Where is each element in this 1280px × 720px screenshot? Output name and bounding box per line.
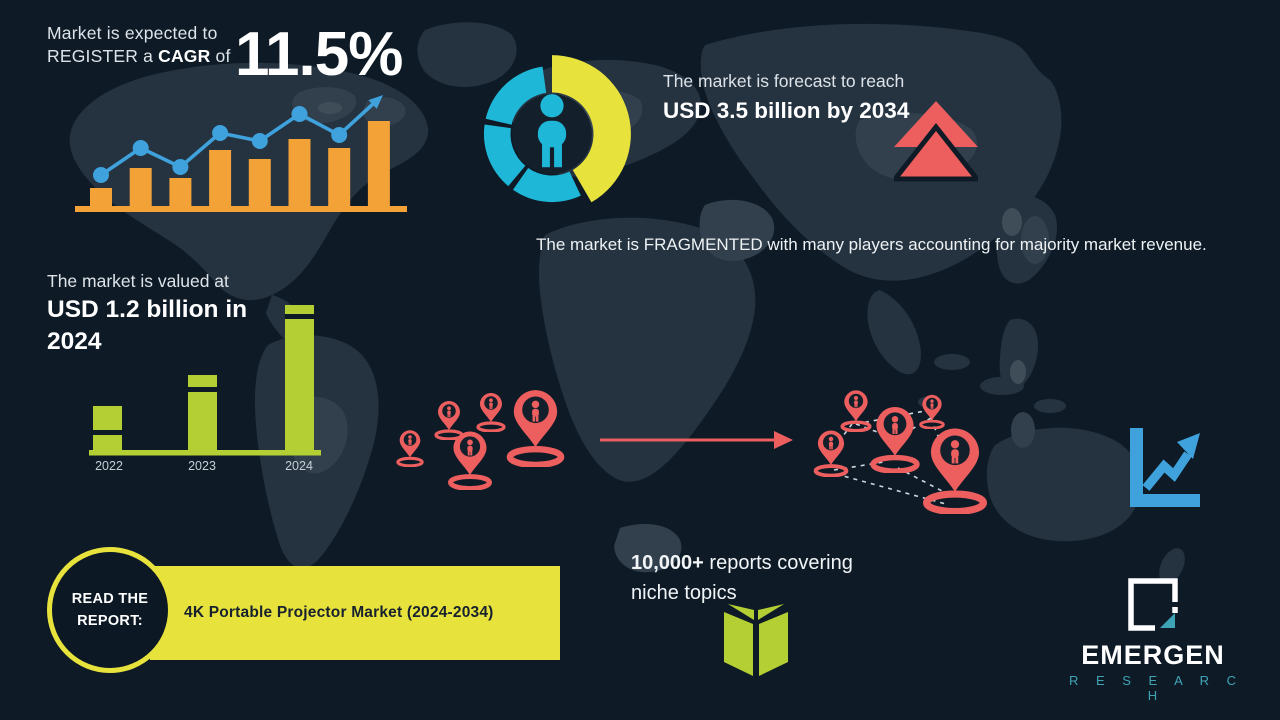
- market-share-donut-chart: [483, 55, 631, 203]
- year-label-2023: 2023: [188, 459, 216, 473]
- map-pin-icon: [476, 392, 506, 432]
- valuation-value: USD 1.2 billion in 2024: [47, 296, 248, 355]
- reports-stat-block: 10,000+ reports covering niche topics: [631, 548, 863, 608]
- read-report-label: READ THE REPORT:: [71, 590, 149, 629]
- map-pin-icon: [510, 390, 561, 465]
- reports-text: reports covering niche topics: [631, 552, 853, 604]
- donut-segment-2: [512, 168, 581, 203]
- brand-name: EMERGEN: [1081, 640, 1225, 670]
- map-pin-icon: [451, 432, 490, 489]
- map-pin-icon: [927, 428, 984, 511]
- cagr-intro-line2-prefix: REGISTER a: [47, 46, 159, 67]
- read-report-button[interactable]: READ THE REPORT:: [47, 547, 173, 673]
- growth-up-arrows-icon: [894, 101, 978, 182]
- cagr-intro: Market is expected to REGISTER a CAGR of: [47, 22, 231, 68]
- valuation-bars: [93, 305, 314, 450]
- year-label-2022: 2022: [95, 459, 123, 473]
- cagr-intro-line1: Market is expected to: [47, 23, 218, 43]
- forecast-block: The market is forecast to reach USD 3.5 …: [663, 70, 911, 125]
- year-label-2024: 2024: [285, 459, 313, 473]
- growth-chart-icon: [1130, 428, 1200, 507]
- valuation-year-labels: 2022 2023 2024: [95, 459, 313, 473]
- fragmented-statement: The market is FRAGMENTED with many playe…: [536, 235, 1207, 254]
- map-pin-icon: [396, 429, 424, 467]
- valuation-baseline: [89, 450, 321, 456]
- cagr-trend-chart: [75, 95, 407, 212]
- map-pin-icon: [873, 407, 917, 471]
- pin-cluster-right: [813, 389, 984, 511]
- cagr-intro-bold: CAGR: [158, 46, 211, 67]
- map-pin-icon: [840, 389, 872, 432]
- valuation-bar-chart: 2022 2023 2024: [89, 305, 321, 473]
- valuation-intro: The market is valued at: [47, 271, 229, 291]
- brand-logo: EMERGEN R E S E A R C H: [1058, 574, 1248, 703]
- open-book-icon: [724, 604, 788, 676]
- expansion-arrow-icon: [600, 431, 793, 449]
- forecast-intro: The market is forecast to reach: [663, 71, 905, 91]
- pin-cluster-left: [396, 390, 561, 489]
- cagr-value: 11.5%: [235, 20, 403, 89]
- cagr-baseline: [75, 206, 407, 212]
- report-title: 4K Portable Projector Market (2024-2034): [184, 604, 494, 621]
- cagr-intro-line2-suffix: of: [210, 46, 231, 67]
- map-pin-icon: [919, 394, 945, 429]
- emergen-logo-mark-icon: [1128, 578, 1178, 631]
- map-pin-icon: [434, 400, 464, 440]
- brand-subtitle: R E S E A R C H: [1068, 673, 1244, 703]
- cagr-stat-block: Market is expected to REGISTER a CAGR of: [47, 22, 231, 68]
- forecast-value: USD 3.5 billion by 2034: [663, 97, 910, 123]
- pin-network-lines: [833, 409, 949, 505]
- map-pin-icon: [813, 429, 849, 477]
- report-title-banner[interactable]: 4K Portable Projector Market (2024-2034): [150, 566, 560, 660]
- reports-count: 10,000+: [631, 552, 704, 574]
